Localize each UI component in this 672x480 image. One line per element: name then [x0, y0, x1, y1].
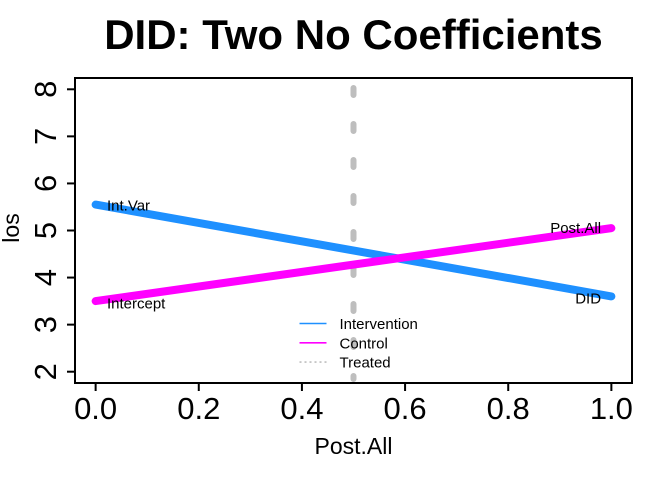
- annotation-intercept: Intercept: [107, 295, 166, 312]
- y-tick-label: 6: [28, 175, 63, 192]
- y-tick-label: 5: [28, 222, 63, 239]
- chart-title: DID: Two No Coefficients: [104, 11, 603, 58]
- legend-label-control: Control: [340, 335, 388, 352]
- annotation-did: DID: [575, 290, 601, 307]
- x-axis-label: Post.All: [314, 433, 393, 459]
- y-tick-label: 4: [28, 269, 63, 286]
- y-tick-label: 2: [28, 363, 63, 380]
- x-tick-label: 0.6: [384, 391, 427, 426]
- x-tick-label: 0.2: [177, 391, 220, 426]
- legend-label-treated: Treated: [340, 355, 391, 372]
- series-line-intervention: [91, 200, 616, 301]
- series-line-control: [91, 224, 616, 306]
- y-tick-label: 7: [28, 128, 63, 145]
- x-tick-label: 0.4: [280, 391, 323, 426]
- y-axis-label: los: [0, 213, 24, 243]
- x-tick-label: 1.0: [590, 391, 633, 426]
- x-tick-label: 0.0: [74, 391, 117, 426]
- legend-label-intervention: Intervention: [340, 316, 418, 333]
- annotation-post-all: Post.All: [550, 220, 601, 237]
- y-tick-label: 8: [28, 81, 63, 98]
- x-tick-label: 0.8: [487, 391, 530, 426]
- y-tick-label: 3: [28, 316, 63, 333]
- annotation-int-var: Int.Var: [107, 198, 150, 215]
